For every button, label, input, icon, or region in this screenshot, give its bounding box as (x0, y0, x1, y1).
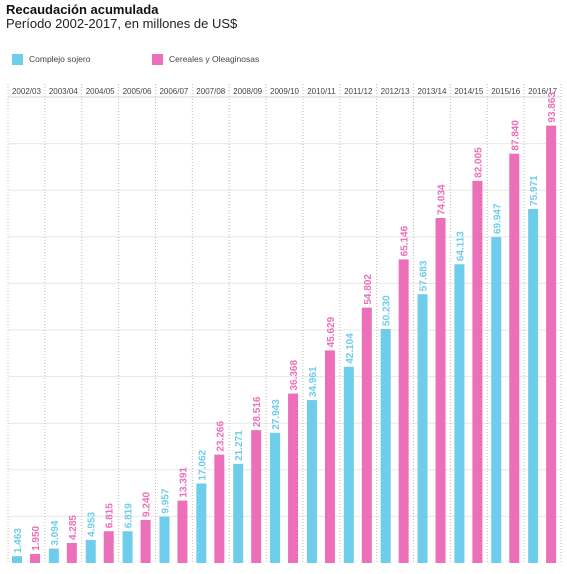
bar-s1-14 (546, 125, 557, 563)
legend-label-complejo-sojero: Complejo sojero (29, 54, 91, 64)
bar-s0-5 (196, 483, 207, 563)
data-label-s0-7: 27.943 (271, 399, 282, 430)
data-label-s0-12: 64.113 (455, 231, 466, 261)
data-label-s1-11: 74.034 (437, 184, 448, 215)
x-tick-label-4: 2006/07 (159, 87, 188, 96)
bar-s1-11 (435, 218, 446, 563)
bar-s0-11 (417, 294, 428, 563)
data-label-s0-5: 17.062 (197, 449, 208, 480)
x-tick-label-14: 2016/17 (528, 87, 557, 96)
data-label-s0-9: 42.104 (345, 333, 356, 364)
bar-s0-3 (122, 531, 133, 563)
data-label-s0-6: 21.271 (234, 430, 245, 461)
bar-s1-5 (214, 454, 225, 563)
x-tick-label-7: 2009/10 (270, 87, 299, 96)
x-tick-label-2: 2004/05 (86, 87, 115, 96)
bar-s1-4 (177, 500, 188, 563)
bar-s1-2 (103, 531, 114, 563)
bar-s1-9 (361, 307, 372, 563)
bar-s1-8 (324, 350, 335, 563)
bar-s0-1 (48, 548, 59, 563)
bar-s0-6 (233, 463, 244, 563)
chart-subtitle: Período 2002-2017, en millones de US$ (6, 16, 238, 31)
bar-s1-3 (140, 519, 151, 563)
bar-s1-6 (251, 430, 262, 563)
data-label-s0-1: 3.094 (50, 520, 61, 545)
bar-s1-7 (288, 393, 299, 563)
data-label-s0-4: 9.957 (160, 488, 171, 513)
bar-s0-2 (85, 539, 96, 563)
bar-s0-13 (491, 237, 502, 563)
data-label-s1-9: 54.802 (363, 274, 374, 305)
bar-s1-12 (472, 180, 483, 564)
x-tick-label-6: 2008/09 (233, 87, 262, 96)
bar-s1-0 (30, 553, 40, 563)
data-label-s0-10: 50.230 (382, 295, 393, 326)
x-tick-label-5: 2007/08 (196, 87, 225, 96)
bar-s1-13 (509, 153, 520, 564)
data-label-s1-1: 4.285 (68, 515, 79, 540)
legend-swatch-cereales-oleaginosas (152, 53, 163, 65)
legend-item-complejo-sojero: Complejo sojero (12, 52, 90, 66)
data-label-s1-5: 23.266 (215, 421, 226, 452)
x-tick-label-10: 2012/13 (381, 87, 410, 96)
x-tick-label-12: 2014/15 (454, 87, 483, 96)
x-tick-label-13: 2015/16 (491, 87, 520, 96)
data-label-s1-4: 13.391 (178, 467, 189, 498)
data-label-s1-0: 1.950 (31, 525, 42, 550)
data-label-s1-7: 36.368 (289, 360, 300, 391)
bar-s0-14 (528, 208, 539, 563)
bar-s0-10 (380, 328, 391, 563)
x-tick-label-9: 2011/12 (344, 87, 373, 96)
x-tick-label-3: 2005/06 (123, 87, 152, 96)
data-label-s1-13: 87.840 (510, 120, 521, 151)
data-label-s1-3: 9.240 (142, 491, 153, 516)
data-label-s0-13: 69.947 (492, 203, 503, 234)
bar-s0-9 (343, 366, 354, 563)
data-label-s0-2: 4.953 (87, 511, 98, 536)
legend-label-cereales-oleaginosas: Cereales y Oleaginosas (169, 54, 260, 64)
data-label-s0-11: 57.683 (419, 260, 430, 291)
bar-s1-10 (398, 259, 409, 563)
bar-s0-12 (454, 264, 465, 563)
bar-s0-7 (270, 432, 281, 563)
data-label-s0-8: 34.961 (308, 366, 319, 397)
data-label-s1-14: 93.863 (547, 92, 558, 123)
x-tick-label-11: 2013/14 (418, 87, 447, 96)
bar-s0-8 (306, 400, 317, 563)
data-label-s1-8: 45.629 (326, 316, 337, 347)
data-label-s1-10: 65.146 (400, 225, 411, 256)
data-label-s1-12: 82.005 (473, 147, 484, 178)
data-label-s0-0: 1.463 (13, 528, 24, 553)
chart-title: Recaudación acumulada (6, 2, 159, 17)
bar-s0-4 (159, 516, 170, 563)
x-tick-label-1: 2003/04 (49, 87, 78, 96)
data-label-s0-14: 75.971 (529, 175, 540, 206)
data-label-s1-6: 28.516 (252, 396, 263, 427)
legend-swatch-complejo-sojero (12, 53, 23, 65)
legend-item-cereales-oleaginosas: Cereales y Oleaginosas (152, 52, 259, 66)
bar-s1-1 (66, 543, 77, 563)
x-tick-label-8: 2010/11 (307, 87, 336, 96)
bar-s0-0 (12, 556, 22, 563)
data-label-s1-2: 6.815 (105, 503, 116, 528)
x-tick-label-0: 2002/03 (12, 87, 41, 96)
data-label-s0-3: 6.819 (124, 503, 135, 528)
